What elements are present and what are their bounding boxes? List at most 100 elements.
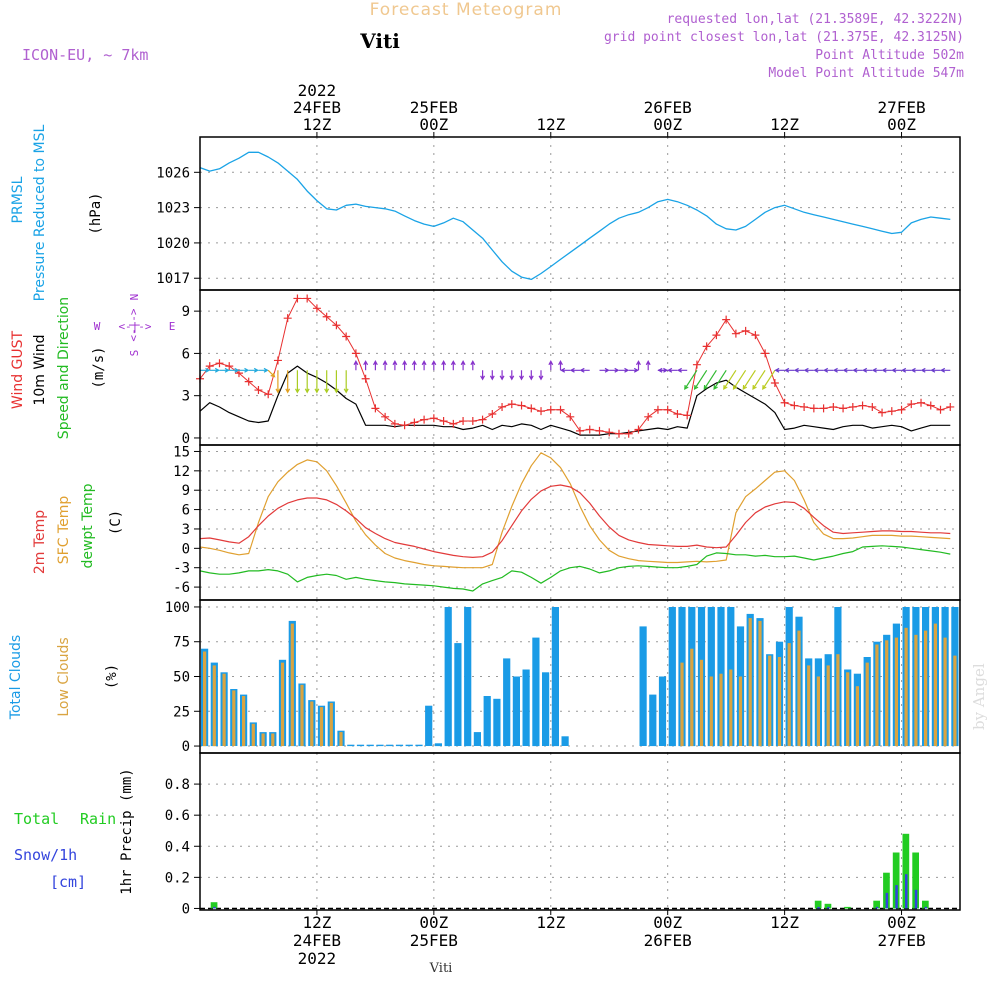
wind-gust-label: Wind GUST [10,330,26,409]
wind-direction-arrow [842,367,853,373]
snow-bar [885,892,889,909]
low-cloud-bar [719,673,723,746]
bottom-time-label: 25FEB [410,931,458,950]
total-cloud-bar [503,658,511,746]
wind-direction-arrow [930,367,941,373]
low-cloud-bar [846,672,850,746]
low-cloud-bar [251,723,255,747]
total-cloud-bar [366,744,374,747]
gust-point [595,426,604,435]
snow-bar [875,906,879,909]
wind-direction-arrow [910,367,921,373]
wind-direction-arrow [693,369,708,391]
low-cloud-bar [855,686,859,746]
wind-direction-arrow [450,360,456,371]
gust-point [468,417,477,426]
gust-point [653,405,662,414]
gust-point [839,404,848,413]
snow-bar [213,906,216,909]
wind-direction-arrow [703,369,717,391]
y-tick-label: 1023 [156,201,190,217]
wind-direction-arrow [901,367,912,373]
total-cloud-bar [454,643,462,746]
gust-point [800,402,809,411]
top-time-label: 12Z [302,115,331,134]
gust-point [926,401,935,410]
top-time-label: 24FEB [293,98,341,117]
wind-direction-arrow [382,360,388,371]
y-axis-label: (%) [104,664,120,689]
gust-point [663,405,672,414]
wind-direction-arrow [421,360,427,371]
wind-direction-arrow [209,367,220,373]
top-time-label: 00Z [419,115,448,134]
gust-point [273,356,282,365]
footer-location: Viti [429,961,453,976]
y-tick-label: 0 [182,431,190,447]
rain-total-label: Total [14,810,59,828]
gust-point [507,400,516,409]
total-cloud-bar [356,744,365,747]
gust-point [459,417,468,426]
gust-point [878,408,887,417]
bottom-time-label: 00Z [419,913,448,932]
temp-2m-label: 2m Temp [32,510,48,574]
compass-west: W [94,320,101,333]
wind-direction-arrow [538,370,544,381]
temp-sfc-label: SFC Temp [56,496,72,565]
y-tick-label: 50 [173,670,190,686]
wind-direction-arrow [920,367,931,373]
gust-point [858,401,867,410]
total-cloud-bar [493,698,501,747]
wind-direction-arrow [645,360,651,371]
low-cloud-bar [797,630,801,746]
low-cloud-bar [738,676,743,746]
gust-point [722,315,731,324]
low-cloud-bar [885,640,889,746]
wind-direction-arrow [460,360,466,371]
y-tick-label: 3 [182,522,190,538]
wind-direction-arrow [258,367,269,373]
y-tick-label: 6 [182,346,190,362]
total-cloud-bar [551,607,559,747]
wind-10m-label: 10m Wind [32,334,48,405]
wind-direction-arrow [489,370,495,381]
low-cloud-bar [729,669,733,746]
wind-speed-line [199,365,951,436]
compass-south: S [128,350,141,357]
total-cloud-bar [464,607,472,747]
wind-direction-arrow [353,360,359,371]
gust-point [576,426,584,435]
y-tick-label: 1017 [156,271,190,287]
bottom-time-label: 12Z [770,913,799,932]
chart-title: Forecast Meteogram [370,0,563,20]
wind-direction-arrow [628,367,639,373]
wind-direction-arrow [411,360,417,371]
wind-direction-arrow [509,370,515,381]
y-tick-label: 1026 [156,165,190,181]
wind-direction-arrow [742,369,756,391]
total-clouds-label: Total Clouds [8,635,24,720]
wind-direction-arrow [667,367,678,373]
gust-point [790,401,799,410]
data-layer [196,151,960,910]
gust-point [225,362,234,371]
y-tick-label: 0 [182,901,190,917]
total-cloud-bar [658,676,667,746]
snow-label: Snow/1h [14,846,77,864]
wind-direction-arrow [940,367,951,373]
rain-bar [892,852,900,909]
wind-direction-arrow [784,367,795,373]
total-cloud-bar [483,696,491,747]
gust-point [683,411,692,420]
low-cloud-bar [329,702,333,746]
wind-direction-arrow [372,360,378,371]
low-cloud-bar [807,665,811,747]
wind-direction-arrow [813,367,824,373]
wind-direction-arrow [499,370,505,381]
snow-unit-label: [cm] [50,873,86,891]
wind-direction-arrow [609,367,620,373]
gust-point [381,412,390,421]
pressure-label: Pressure Reduced to MSL [32,124,48,301]
grid-point-coordinates: grid point closest lon,lat (21.375E, 42.… [604,30,964,45]
